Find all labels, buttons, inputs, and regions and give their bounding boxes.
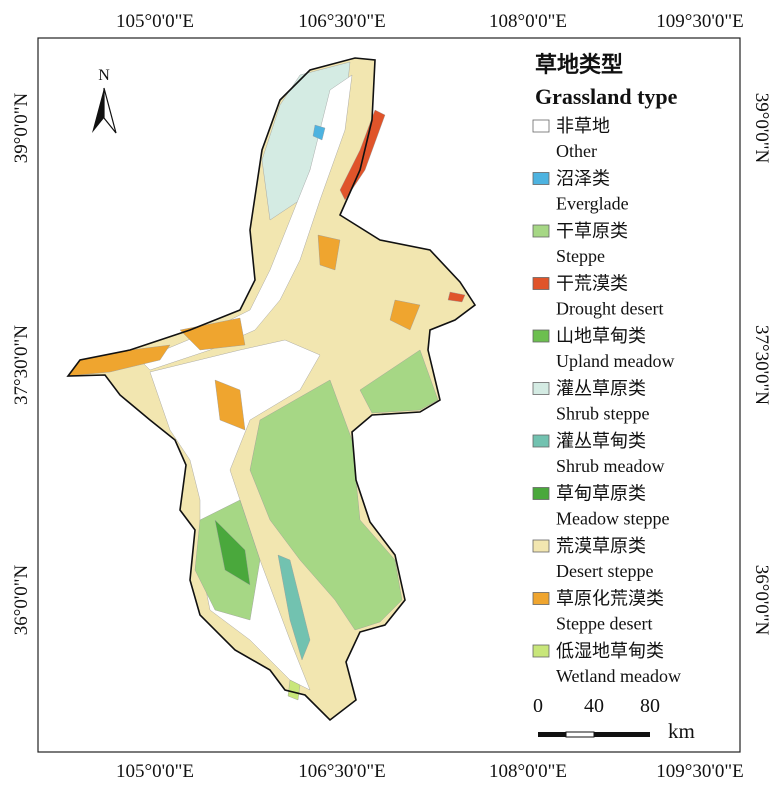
scale-label: 0: [533, 695, 543, 717]
legend-label-en: Upland meadow: [556, 351, 674, 371]
longitude-label: 109°30'0"E: [656, 11, 743, 32]
legend-label-en: Wetland meadow: [556, 666, 681, 686]
scale-bar-segment: [565, 731, 595, 738]
scale-bar-segment: [594, 732, 650, 737]
longitude-label: 106°30'0"E: [298, 761, 385, 782]
region-patch: [277, 554, 311, 661]
region-patch: [139, 74, 353, 371]
region-outline: [66, 57, 477, 722]
region-patch: [317, 234, 341, 271]
legend-title: 草地类型: [535, 52, 623, 77]
longitude-label: 105°0'0"E: [116, 11, 194, 32]
legend-label-en: Desert steppe: [556, 561, 653, 581]
legend-label-en: Steppe desert: [556, 614, 652, 634]
legend-label-zh: 低湿地草甸类: [556, 641, 664, 661]
north-arrow: N: [92, 67, 117, 134]
longitude-label: 109°30'0"E: [656, 761, 743, 782]
legend-swatch: [532, 487, 550, 500]
legend-swatch: [532, 644, 550, 658]
latitude-label: 39°0'0"N: [11, 92, 32, 163]
legend-label-zh: 灌丛草原类: [556, 379, 646, 399]
legend-label-zh: 荒漠草原类: [556, 536, 646, 556]
legend-label-en: Steppe: [556, 246, 605, 266]
legend-label-en: Drought desert: [556, 299, 663, 319]
region: [66, 57, 477, 722]
latitude-label: 39°0'0"N: [751, 93, 772, 164]
scale-unit: km: [668, 719, 695, 743]
region-patch: [359, 349, 439, 414]
legend-label-zh: 非草地: [556, 116, 610, 136]
latitude-label: 36°0'0"N: [11, 564, 32, 635]
north-label: N: [98, 67, 110, 84]
scale-label: 40: [584, 695, 604, 717]
legend-swatch: [532, 172, 550, 185]
legend-label-en: Other: [556, 141, 597, 161]
latitude-label: 37°30'0"N: [751, 325, 772, 405]
legend-swatch: [532, 119, 550, 133]
region-patch: [214, 379, 246, 431]
scale-bar-segment: [538, 732, 566, 737]
legend-label-zh: 灌丛草甸类: [556, 431, 646, 451]
legend-subtitle: Grassland type: [535, 84, 678, 109]
legend-swatch: [532, 329, 550, 343]
legend-label-zh: 干草原类: [556, 221, 628, 241]
region-patch: [214, 519, 251, 586]
legend-swatch: [532, 539, 550, 553]
legend-label-zh: 草甸草原类: [556, 484, 646, 504]
latitude-label: 36°0'0"N: [751, 565, 772, 636]
longitude-label: 108°0'0"E: [489, 11, 567, 32]
map-frame: [37, 37, 741, 753]
longitude-label: 108°0'0"E: [489, 761, 567, 782]
legend-swatch: [532, 382, 550, 395]
legend-swatch: [532, 592, 550, 605]
region-patch: [312, 124, 326, 141]
longitude-label: 105°0'0"E: [116, 761, 194, 782]
region-patch: [447, 291, 466, 303]
legend-label-en: Shrub steppe: [556, 404, 650, 424]
legend-label-zh: 草原化荒漠类: [556, 589, 664, 609]
legend-label-en: Everglade: [556, 194, 629, 214]
legend-label-zh: 山地草甸类: [556, 326, 646, 346]
legend-label-zh: 干荒漠类: [556, 274, 628, 294]
legend-label-zh: 沼泽类: [556, 169, 610, 189]
longitude-label: 106°30'0"E: [298, 11, 385, 32]
legend-swatch: [532, 434, 550, 448]
legend-label-en: Meadow steppe: [556, 509, 669, 529]
region-patch: [179, 317, 246, 351]
legend-swatch: [532, 277, 550, 290]
arrow-left: [92, 88, 104, 133]
arrow-right: [103, 87, 117, 134]
legend-swatch: [532, 224, 550, 238]
latitude-label: 37°30'0"N: [11, 325, 32, 405]
region-patch: [389, 299, 421, 331]
legend-label-en: Shrub meadow: [556, 456, 664, 476]
region-patch: [339, 109, 386, 201]
scale-label: 80: [640, 695, 660, 717]
